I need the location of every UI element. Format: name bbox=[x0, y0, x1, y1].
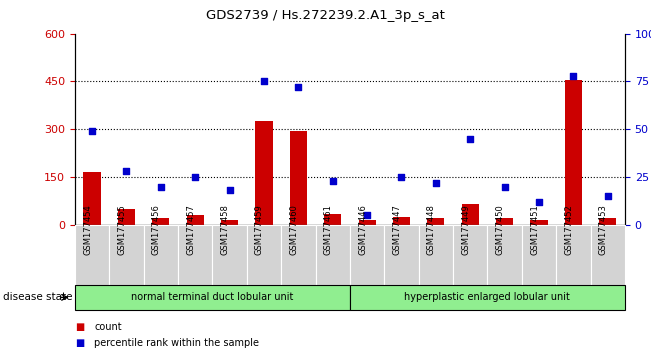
Bar bbox=[488, 225, 522, 285]
Bar bbox=[281, 225, 316, 285]
Text: disease state: disease state bbox=[3, 292, 73, 302]
Point bbox=[190, 174, 201, 180]
Text: GSM177455: GSM177455 bbox=[117, 204, 126, 255]
Text: GSM177456: GSM177456 bbox=[152, 204, 161, 255]
Bar bbox=[212, 225, 247, 285]
Point bbox=[156, 184, 166, 189]
Bar bbox=[359, 220, 376, 225]
Text: GSM177450: GSM177450 bbox=[495, 204, 505, 255]
Bar bbox=[187, 215, 204, 225]
Text: GSM177459: GSM177459 bbox=[255, 204, 264, 255]
Bar bbox=[496, 218, 513, 225]
Point bbox=[258, 79, 269, 84]
Text: GSM177458: GSM177458 bbox=[221, 204, 230, 255]
Bar bbox=[384, 225, 419, 285]
Text: GSM177453: GSM177453 bbox=[599, 204, 608, 255]
Point bbox=[87, 128, 97, 134]
Bar bbox=[178, 225, 212, 285]
Bar bbox=[427, 218, 445, 225]
Text: GSM177457: GSM177457 bbox=[186, 204, 195, 255]
Point bbox=[327, 178, 338, 184]
Text: normal terminal duct lobular unit: normal terminal duct lobular unit bbox=[132, 292, 294, 302]
Text: GSM177454: GSM177454 bbox=[83, 204, 92, 255]
Bar bbox=[221, 220, 238, 225]
Bar bbox=[350, 285, 625, 310]
Text: GSM177446: GSM177446 bbox=[358, 204, 367, 255]
Text: ■: ■ bbox=[75, 338, 84, 348]
Point bbox=[431, 180, 441, 185]
Text: GSM177447: GSM177447 bbox=[393, 204, 402, 255]
Bar bbox=[393, 217, 410, 225]
Point bbox=[121, 169, 132, 174]
Bar bbox=[462, 204, 479, 225]
Text: hyperplastic enlarged lobular unit: hyperplastic enlarged lobular unit bbox=[404, 292, 570, 302]
Bar bbox=[109, 225, 144, 285]
Point bbox=[225, 188, 235, 193]
Bar bbox=[531, 220, 547, 225]
Point bbox=[568, 73, 579, 79]
Bar bbox=[255, 121, 273, 225]
Point bbox=[465, 136, 475, 142]
Text: GSM177449: GSM177449 bbox=[462, 204, 470, 255]
Bar bbox=[522, 225, 556, 285]
Point bbox=[396, 174, 407, 180]
Bar bbox=[590, 225, 625, 285]
Bar bbox=[565, 80, 582, 225]
Bar bbox=[453, 225, 488, 285]
Point bbox=[603, 193, 613, 199]
Text: GSM177452: GSM177452 bbox=[564, 204, 574, 255]
Bar bbox=[324, 213, 341, 225]
Bar bbox=[556, 225, 590, 285]
Text: percentile rank within the sample: percentile rank within the sample bbox=[94, 338, 259, 348]
Text: GSM177451: GSM177451 bbox=[530, 204, 539, 255]
Point bbox=[293, 84, 303, 90]
Bar bbox=[316, 225, 350, 285]
Bar bbox=[83, 172, 101, 225]
Text: GDS2739 / Hs.272239.2.A1_3p_s_at: GDS2739 / Hs.272239.2.A1_3p_s_at bbox=[206, 9, 445, 22]
Bar bbox=[75, 285, 350, 310]
Bar bbox=[350, 225, 384, 285]
Bar bbox=[75, 225, 109, 285]
Text: GSM177461: GSM177461 bbox=[324, 204, 333, 255]
Text: GSM177448: GSM177448 bbox=[427, 204, 436, 255]
Bar bbox=[599, 218, 616, 225]
Bar bbox=[247, 225, 281, 285]
Text: GSM177460: GSM177460 bbox=[289, 204, 298, 255]
Text: ■: ■ bbox=[75, 322, 84, 332]
Bar bbox=[144, 225, 178, 285]
Text: count: count bbox=[94, 322, 122, 332]
Bar bbox=[118, 209, 135, 225]
Bar bbox=[152, 218, 169, 225]
Bar bbox=[419, 225, 453, 285]
Point bbox=[534, 199, 544, 205]
Point bbox=[499, 184, 510, 189]
Point bbox=[362, 212, 372, 218]
Bar bbox=[290, 131, 307, 225]
